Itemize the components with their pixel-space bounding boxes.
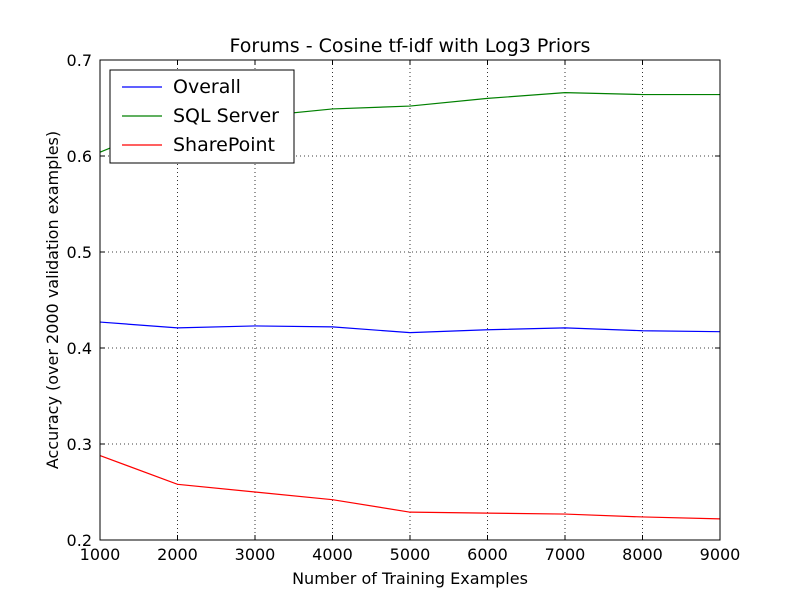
legend: Overall SQL Server SharePoint <box>109 69 295 164</box>
x-tick-label: 2000 <box>157 545 198 564</box>
y-tick-label: 0.7 <box>67 51 92 70</box>
x-tick-label: 5000 <box>390 545 431 564</box>
legend-label-sql-server: SQL Server <box>173 105 279 127</box>
x-axis-label: Number of Training Examples <box>292 569 528 588</box>
x-tick-label: 3000 <box>235 545 276 564</box>
x-tick-label: 1000 <box>80 545 121 564</box>
x-tick-label: 8000 <box>622 545 663 564</box>
x-tick-label: 4000 <box>312 545 353 564</box>
axis-ticks <box>99 59 721 541</box>
chart-title: Forums - Cosine tf-idf with Log3 Priors <box>230 35 591 57</box>
x-tick-label: 7000 <box>545 545 586 564</box>
x-tick-labels: 1000 2000 3000 4000 5000 6000 7000 8000 9000 <box>80 545 741 564</box>
y-tick-label: 0.4 <box>67 339 92 358</box>
y-tick-label: 0.6 <box>67 147 92 166</box>
y-axis-label: Accuracy (over 2000 validation examples) <box>43 131 62 469</box>
legend-label-overall: Overall <box>173 76 241 98</box>
y-tick-labels: 0.2 0.3 0.4 0.5 0.6 0.7 <box>67 51 92 550</box>
series-line-overall <box>99 321 721 334</box>
series-line-sharepoint <box>99 454 721 520</box>
y-tick-label: 0.2 <box>67 531 92 550</box>
legend-label-sharepoint: SharePoint <box>173 134 275 156</box>
x-tick-label: 9000 <box>700 545 741 564</box>
y-tick-label: 0.3 <box>67 435 92 454</box>
x-tick-label: 6000 <box>467 545 508 564</box>
y-tick-label: 0.5 <box>67 243 92 262</box>
